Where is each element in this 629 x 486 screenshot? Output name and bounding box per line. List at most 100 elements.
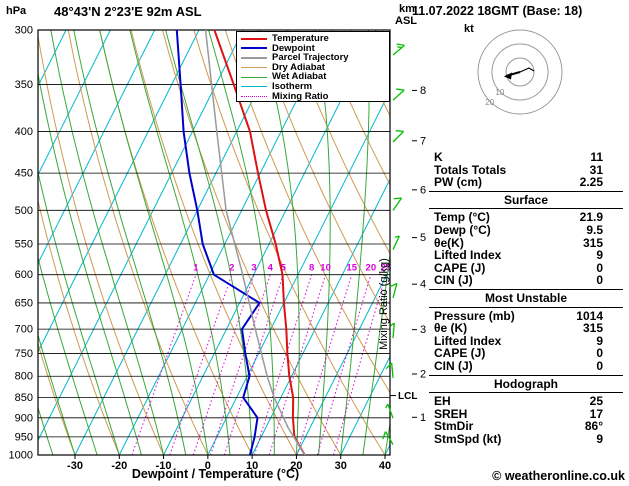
stat-label: StmSpd (kt) <box>434 431 502 446</box>
stat-label: θe (K) <box>434 321 468 336</box>
mixing-ratio-value-label: 25 <box>381 263 392 274</box>
legend-line-sample <box>241 56 267 59</box>
chart-legend: Temperature Dewpoint Parcel Trajectory Dry … <box>236 31 390 102</box>
stat-label: CIN (J) <box>434 273 473 288</box>
legend-line-sample <box>241 67 267 69</box>
stat-value: 17 <box>589 406 603 421</box>
mixing-ratio-line <box>169 274 233 455</box>
hodograph-ring <box>505 57 535 87</box>
wind-barb-halftick <box>390 322 395 327</box>
stat-value: 25 <box>589 394 603 409</box>
wind-barb-tick <box>396 43 405 46</box>
dry-adiabat-line <box>67 30 209 455</box>
stat-row: Lifted Index 9 <box>429 335 623 348</box>
credit-watermark: © weatheronline.co.uk <box>492 469 625 483</box>
stat-label: Dewp (°C) <box>434 222 491 237</box>
stat-row: StmDir 86° <box>429 420 623 433</box>
legend-line-sample <box>241 37 267 40</box>
wind-barb-stem <box>392 89 405 101</box>
mixing-ratio-value-label: 15 <box>346 263 357 274</box>
stat-value: 315 <box>582 321 603 336</box>
wind-barb-halftick <box>397 46 402 49</box>
legend-line-sample <box>241 95 267 97</box>
stat-row: PW (cm) 2.25 <box>429 176 623 189</box>
stat-value: 2.25 <box>579 175 603 190</box>
hodograph-ring <box>477 29 563 115</box>
mixing-ratio-line <box>333 274 387 455</box>
wind-barb-stem <box>392 44 405 56</box>
isotherm-line <box>38 30 67 88</box>
stat-label: Temp (°C) <box>434 210 490 225</box>
dewpoint-curve <box>175 30 261 455</box>
pressure-tick-label: 350 <box>15 79 33 91</box>
mixing-ratio-value-label: 10 <box>320 263 331 274</box>
legend-item: Parcel Trajectory <box>240 53 389 63</box>
legend-item: Mixing Ratio <box>240 92 389 102</box>
legend-item: Dewpoint <box>240 44 389 54</box>
x-tick-label: 40 <box>379 460 391 472</box>
pressure-tick-label: 550 <box>15 238 33 250</box>
x-tick-label: 30 <box>335 460 347 472</box>
stat-value: 0 <box>596 260 603 275</box>
mixing-ratio-value-label: 3 <box>251 263 256 274</box>
stat-label: PW (cm) <box>434 175 482 190</box>
pressure-tick-label: 1000 <box>9 450 33 462</box>
stat-value: 9 <box>596 431 603 446</box>
legend-label: Parcel Trajectory <box>272 52 349 64</box>
wet-adiabat-line <box>73 30 187 455</box>
pressure-tick-label: 950 <box>15 431 33 443</box>
sounding-curves-group <box>175 30 306 455</box>
stat-row: θe(K) 315 <box>429 236 623 250</box>
section-divider <box>429 288 623 290</box>
wind-barb-tick <box>396 88 405 91</box>
wind-barb-stem <box>392 235 400 250</box>
wet-adiabat-line <box>99 30 209 455</box>
legend-item: Wet Adiabat <box>240 72 389 82</box>
stat-value: 86° <box>584 419 603 434</box>
wind-barb-stem <box>391 362 394 379</box>
wind-barb-stem <box>392 283 398 299</box>
legend-label: Wet Adiabat <box>272 71 327 83</box>
legend-label: Isotherm <box>272 81 313 93</box>
km-tick-label: 5 <box>420 232 426 244</box>
stat-value: 21.9 <box>579 210 603 225</box>
mixing-ratio-value-label: 20 <box>366 263 377 274</box>
pressure-tick-label: 300 <box>15 25 33 37</box>
x-tick-label: -10 <box>156 460 172 472</box>
pressure-axis-unit: hPa <box>6 5 27 17</box>
stat-row: Temp (°C) 21.9 <box>429 211 623 224</box>
legend-line-sample <box>241 47 267 50</box>
isotherm-line <box>38 30 244 442</box>
wind-barb-tick <box>382 431 387 440</box>
mixing-ratio-value-label: 1 <box>193 263 199 274</box>
isotherm-line <box>340 355 390 455</box>
legend-label: Dewpoint <box>272 42 315 54</box>
isotherm-line <box>38 30 111 176</box>
section-divider <box>429 208 623 210</box>
legend-label: Mixing Ratio <box>272 90 329 102</box>
mixing-ratio-value-label: 8 <box>309 263 314 274</box>
stats-panel: K 11 Totals Totals 31 PW (cm) 2.25 Surface Temp… <box>429 151 623 445</box>
km-tick-label: 8 <box>420 85 426 97</box>
stat-row: EH 25 <box>429 395 623 408</box>
km-tick-label: 2 <box>420 368 426 380</box>
stat-row: CAPE (J) 0 <box>429 347 623 360</box>
hodograph-wind-trace <box>519 67 535 73</box>
stat-value: 9 <box>596 248 603 263</box>
x-tick-label: 20 <box>290 460 302 472</box>
stat-value: 0 <box>596 273 603 288</box>
stat-row: CIN (J) 0 <box>429 274 623 287</box>
wind-barb-stem <box>387 403 394 419</box>
x-tick-label: -20 <box>111 460 127 472</box>
x-tick-label: 0 <box>205 460 211 472</box>
pressure-tick-label: 850 <box>15 392 33 404</box>
hodograph-unit-label: kt <box>464 23 474 35</box>
pressure-tick-label: 800 <box>15 371 33 383</box>
wind-barb-tick <box>389 282 398 288</box>
section-title: Hodograph <box>494 376 558 391</box>
temperature-curve <box>213 30 306 455</box>
storm-motion-arrowhead <box>504 72 512 80</box>
